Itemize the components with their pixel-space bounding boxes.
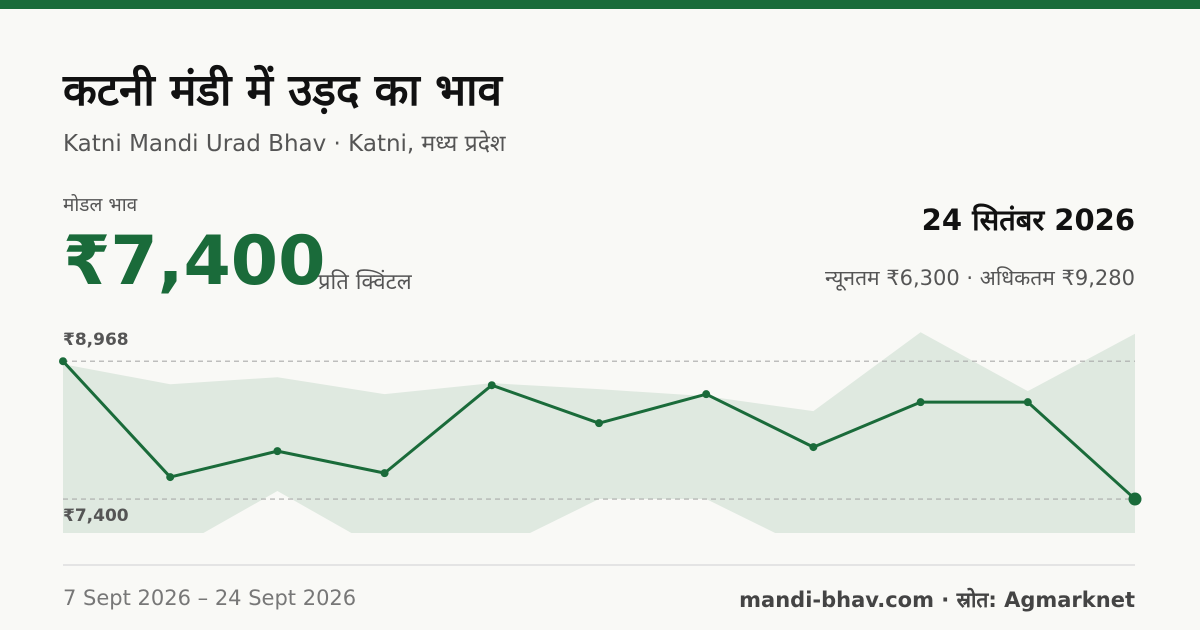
price-point [59,357,67,366]
min-max: न्यूनतम ₹6,300 · अधिकतम ₹9,280 [825,266,1135,290]
period: 7 Sept 2026 – 24 Sept 2026 [63,586,357,610]
subtitle: Katni Mandi Urad Bhav · Katni, मध्य प्रद… [63,131,506,157]
date: 24 सितंबर 2026 [921,203,1135,237]
price-point [273,447,282,456]
range-band [63,332,1135,533]
price-point [1023,398,1032,407]
reference-label: ₹8,968 [63,330,129,350]
price-point [595,419,603,428]
price-point [916,398,925,407]
price-point [702,390,711,399]
title: कटनी मंडी में उड़द का भाव [63,65,502,116]
top-bar [0,0,1200,9]
reference-label: ₹7,400 [63,506,129,526]
price: ₹7,400 [63,222,326,301]
price-point [809,443,818,452]
price-point [487,381,496,390]
price-point [1128,492,1142,506]
source: mandi-bhav.com · स्रोत: Agmarknet [739,588,1135,612]
price-point [380,469,389,478]
plot-area [63,332,1135,533]
price-point [166,473,175,482]
price-label: मोडल भाव [63,194,138,216]
unit: प्रति क्विंटल [318,270,412,295]
